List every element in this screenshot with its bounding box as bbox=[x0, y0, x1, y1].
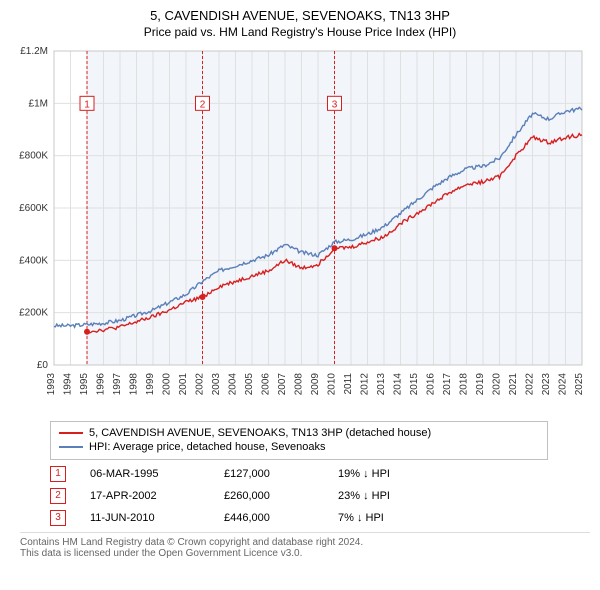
svg-text:1998: 1998 bbox=[129, 373, 140, 396]
svg-text:2019: 2019 bbox=[475, 373, 486, 396]
sale-price-3: £446,000 bbox=[224, 512, 314, 524]
sale-delta-1: 19% ↓ HPI bbox=[338, 468, 428, 480]
svg-text:2025: 2025 bbox=[574, 373, 585, 396]
sale-delta-3: 7% ↓ HPI bbox=[338, 512, 428, 524]
svg-text:1: 1 bbox=[84, 99, 90, 110]
sale-marker-2: 2 bbox=[50, 488, 66, 504]
legend: 5, CAVENDISH AVENUE, SEVENOAKS, TN13 3HP… bbox=[50, 421, 548, 460]
legend-label-property: 5, CAVENDISH AVENUE, SEVENOAKS, TN13 3HP… bbox=[89, 426, 431, 440]
svg-text:2009: 2009 bbox=[310, 373, 321, 396]
footer: Contains HM Land Registry data © Crown c… bbox=[20, 532, 590, 559]
svg-text:£0: £0 bbox=[37, 360, 49, 371]
svg-text:2010: 2010 bbox=[327, 373, 338, 396]
svg-text:1994: 1994 bbox=[63, 373, 74, 396]
legend-row-property: 5, CAVENDISH AVENUE, SEVENOAKS, TN13 3HP… bbox=[59, 426, 539, 440]
sale-date-3: 11-JUN-2010 bbox=[90, 512, 200, 524]
svg-text:2005: 2005 bbox=[244, 373, 255, 396]
svg-text:1996: 1996 bbox=[96, 373, 107, 396]
svg-text:2000: 2000 bbox=[162, 373, 173, 396]
footer-line-1: Contains HM Land Registry data © Crown c… bbox=[20, 537, 590, 548]
svg-text:1993: 1993 bbox=[46, 373, 57, 396]
svg-text:2020: 2020 bbox=[492, 373, 503, 396]
svg-text:2015: 2015 bbox=[409, 373, 420, 396]
sale-row-1: 1 06-MAR-1995 £127,000 19% ↓ HPI bbox=[50, 466, 590, 482]
chart-plot: £0 £200K £400K £600K £800K £1M £1.2M 1993 1994 19… bbox=[10, 45, 590, 415]
svg-text:£1M: £1M bbox=[29, 98, 48, 109]
svg-text:£400K: £400K bbox=[19, 255, 48, 266]
svg-text:£800K: £800K bbox=[19, 151, 48, 162]
svg-text:2002: 2002 bbox=[195, 373, 206, 396]
svg-text:3: 3 bbox=[332, 99, 338, 110]
sale-delta-2: 23% ↓ HPI bbox=[338, 490, 428, 502]
svg-text:2017: 2017 bbox=[442, 373, 453, 396]
chart-title: 5, CAVENDISH AVENUE, SEVENOAKS, TN13 3HP bbox=[10, 8, 590, 23]
sale-marker-3: 3 bbox=[50, 510, 66, 526]
svg-text:£1.2M: £1.2M bbox=[20, 46, 48, 57]
legend-swatch-property bbox=[59, 432, 83, 434]
svg-text:2006: 2006 bbox=[261, 373, 272, 396]
svg-text:2018: 2018 bbox=[459, 373, 470, 396]
svg-text:1995: 1995 bbox=[79, 373, 90, 396]
svg-text:2008: 2008 bbox=[294, 373, 305, 396]
svg-text:2: 2 bbox=[200, 99, 206, 110]
legend-label-hpi: HPI: Average price, detached house, Seve… bbox=[89, 440, 325, 454]
legend-row-hpi: HPI: Average price, detached house, Seve… bbox=[59, 440, 539, 454]
svg-text:£200K: £200K bbox=[19, 308, 48, 319]
footer-line-2: This data is licensed under the Open Gov… bbox=[20, 548, 590, 559]
svg-text:2007: 2007 bbox=[277, 373, 288, 396]
svg-text:2024: 2024 bbox=[558, 373, 569, 396]
svg-text:£600K: £600K bbox=[19, 203, 48, 214]
legend-swatch-hpi bbox=[59, 446, 83, 448]
svg-text:2014: 2014 bbox=[393, 373, 404, 396]
sale-price-2: £260,000 bbox=[224, 490, 314, 502]
svg-text:2011: 2011 bbox=[343, 373, 354, 395]
sale-row-2: 2 17-APR-2002 £260,000 23% ↓ HPI bbox=[50, 488, 590, 504]
chart-subtitle: Price paid vs. HM Land Registry's House … bbox=[10, 25, 590, 39]
svg-text:2001: 2001 bbox=[178, 373, 189, 396]
sales-table: 1 06-MAR-1995 £127,000 19% ↓ HPI 2 17-AP… bbox=[50, 466, 590, 526]
svg-text:2003: 2003 bbox=[211, 373, 222, 396]
chart-container: 5, CAVENDISH AVENUE, SEVENOAKS, TN13 3HP… bbox=[0, 0, 600, 565]
sale-date-2: 17-APR-2002 bbox=[90, 490, 200, 502]
svg-text:2023: 2023 bbox=[541, 373, 552, 396]
svg-text:1999: 1999 bbox=[145, 373, 156, 396]
chart-svg: £0 £200K £400K £600K £800K £1M £1.2M 1993 1994 19… bbox=[10, 45, 590, 415]
svg-text:2016: 2016 bbox=[426, 373, 437, 396]
sale-price-1: £127,000 bbox=[224, 468, 314, 480]
svg-text:2022: 2022 bbox=[525, 373, 536, 396]
svg-text:1997: 1997 bbox=[112, 373, 123, 396]
svg-text:2021: 2021 bbox=[508, 373, 519, 396]
svg-text:2013: 2013 bbox=[376, 373, 387, 396]
sale-date-1: 06-MAR-1995 bbox=[90, 468, 200, 480]
svg-text:2004: 2004 bbox=[228, 373, 239, 396]
sale-marker-1: 1 bbox=[50, 466, 66, 482]
sale-row-3: 3 11-JUN-2010 £446,000 7% ↓ HPI bbox=[50, 510, 590, 526]
svg-text:2012: 2012 bbox=[360, 373, 371, 396]
